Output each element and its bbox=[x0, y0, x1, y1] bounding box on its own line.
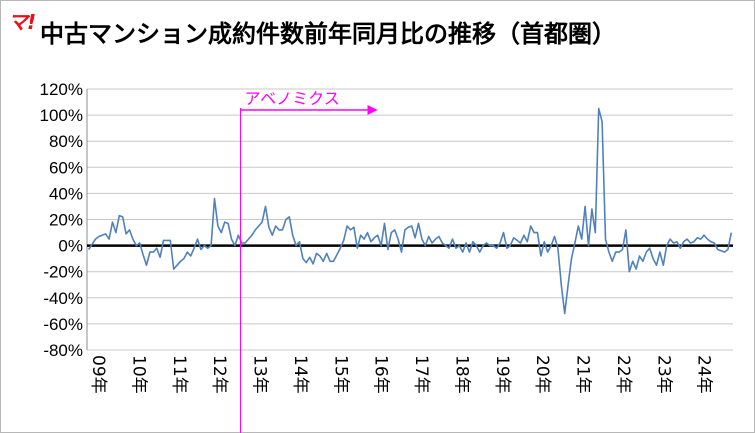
x-tick-label: 14年 bbox=[290, 355, 310, 394]
x-tick-label: 19年 bbox=[492, 355, 512, 394]
x-axis-ticks: 09年 10年 11年 12年 13年 14年 15年 16年 17年 18年 19年 20年 21年 2… bbox=[88, 355, 714, 394]
x-tick-label: 10年 bbox=[128, 355, 148, 394]
annotation-group: アベノミクス bbox=[240, 89, 378, 433]
x-tick-label: 17年 bbox=[411, 355, 431, 394]
y-tick-label: -80% bbox=[43, 341, 83, 360]
gridlines bbox=[86, 88, 733, 351]
chart-title: 中古マンション成約件数前年同月比の推移（首都圏） bbox=[40, 20, 616, 48]
y-tick-label: 60% bbox=[49, 158, 83, 177]
x-tick-label: 15年 bbox=[330, 355, 350, 394]
annotation-label: アベノミクス bbox=[245, 89, 340, 108]
y-axis-ticks: 120% 100% 80% 60% 40% 20% 0% -20% -40% -60% -80% bbox=[40, 80, 83, 360]
x-tick-label: 23年 bbox=[653, 355, 673, 394]
x-tick-label: 22年 bbox=[613, 355, 633, 394]
x-tick-label: 13年 bbox=[250, 355, 270, 394]
y-tick-label: 20% bbox=[49, 211, 83, 230]
brand-logo: マ! bbox=[8, 10, 36, 34]
x-tick-label: 12年 bbox=[209, 355, 229, 394]
x-tick-label: 20年 bbox=[532, 355, 552, 394]
y-tick-label: 80% bbox=[49, 132, 83, 151]
x-tick-label: 09年 bbox=[88, 355, 108, 394]
x-tick-label: 18年 bbox=[451, 355, 471, 394]
y-tick-label: 100% bbox=[40, 106, 83, 125]
x-tick-label: 24年 bbox=[694, 355, 714, 394]
y-tick-label: -40% bbox=[43, 289, 83, 308]
y-tick-label: -20% bbox=[43, 263, 83, 282]
series-group bbox=[88, 107, 733, 315]
y-tick-label: 40% bbox=[49, 184, 83, 203]
y-tick-label: -60% bbox=[43, 315, 83, 334]
y-tick-label: 0% bbox=[58, 237, 83, 256]
x-tick-label: 21年 bbox=[573, 355, 593, 394]
series-line bbox=[88, 107, 733, 315]
y-tick-label: 120% bbox=[40, 80, 83, 99]
x-tick-label: 16年 bbox=[371, 355, 391, 394]
x-tick-label: 11年 bbox=[169, 355, 189, 394]
